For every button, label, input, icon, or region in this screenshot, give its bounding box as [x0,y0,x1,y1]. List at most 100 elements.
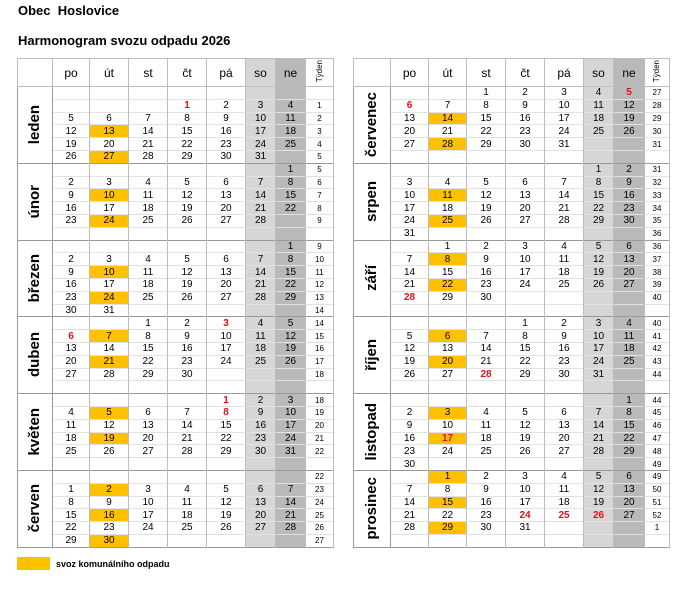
day-cell: 4 [275,98,306,113]
day-cell: 20 [89,137,129,151]
page-title: Harmonogram svozu odpadu 2026 [18,33,231,48]
day-cell: 19 [466,201,506,215]
day-cell: 25 [275,137,306,151]
week-row: 23 24 25 26 27 28 9 [18,213,334,228]
week-row: 9 10 11 12 13 14 15 11 [18,265,334,279]
week-number: 44 [644,393,670,407]
day-cell: 18 [428,201,467,215]
week-number: 46 [644,418,670,433]
empty-cell [390,149,429,164]
day-cell: 10 [390,188,429,202]
day-cell: 16 [167,341,207,356]
day-cell: 22 [275,277,306,292]
empty-cell [52,380,90,394]
week-number [305,86,334,100]
holiday-cell: 6 [390,98,429,113]
empty-cell [275,149,306,164]
header-row: po út st čt pá so ne Týden [17,58,334,87]
empty-cell [128,393,168,407]
week-number: 42 [644,341,670,356]
day-header: čt [505,58,545,87]
week-number: 26 [305,521,334,535]
empty-cell [89,162,129,177]
day-cell: 2 [390,405,429,420]
empty-cell [245,367,276,381]
week-row: srpen 1 2 31 [353,162,670,241]
day-cell: 2 [52,252,90,266]
week-number [305,226,334,241]
day-cell: 27 [206,290,246,305]
day-cell: 15 [128,341,168,356]
day-cell: 11 [128,188,168,202]
empty-cell [89,98,129,113]
day-cell: 23 [505,124,545,138]
week-row: 19 20 21 22 23 24 25 4 [18,137,334,151]
empty-cell [428,86,467,100]
week-number [644,533,670,548]
day-cell: 15 [275,265,306,279]
empty-cell [245,303,276,317]
day-cell: 30 [544,367,584,381]
week-number: 36 [644,239,670,253]
day-cell: 28 [583,444,614,458]
day-cell: 25 [128,213,168,228]
empty-cell [89,86,129,100]
week-row: 12 13 14 15 16 17 18 42 [354,341,670,356]
collection-day-cell: 29 [428,521,467,535]
day-cell: 24 [275,431,306,445]
day-cell: 31 [544,137,584,151]
day-cell: 12 [505,418,545,433]
day-cell: 3 [505,469,545,484]
month-label-listopad: listopad [353,393,391,471]
day-cell: 19 [390,354,429,369]
day-cell: 8 [505,329,545,343]
day-cell: 20 [390,124,429,138]
empty-cell [128,457,168,471]
collection-day-cell: 13 [89,124,129,138]
day-cell: 14 [544,188,584,202]
empty-cell [52,98,90,113]
day-cell: 4 [466,405,506,420]
week-row [354,380,670,394]
day-header: st [466,58,506,87]
day-cell: 8 [613,405,645,420]
empty-cell [390,86,429,100]
day-cell: 26 [466,213,506,228]
day-header: čt [167,58,207,87]
day-cell: 5 [167,175,207,189]
empty-cell [505,303,545,317]
day-cell: 26 [275,354,306,369]
day-cell: 21 [544,201,584,215]
week-number: 50 [644,482,670,496]
empty-cell [167,457,207,471]
day-cell: 23 [544,354,584,369]
month-name: prosinec [363,477,380,540]
empty-cell [544,303,584,317]
empty-cell [544,533,584,548]
day-cell: 14 [390,495,429,509]
week-row: duben 1 2 3 4 5 14 [17,316,334,395]
week-row: 23 24 25 26 27 28 29 13 [18,290,334,305]
day-cell: 29 [613,444,645,458]
day-cell: 15 [466,111,506,125]
week-number: 14 [305,303,334,317]
empty-cell [466,303,506,317]
day-cell: 2 [613,162,645,177]
day-cell: 13 [613,482,645,496]
day-cell: 16 [544,341,584,356]
week-row: říjen 1 2 3 4 40 [353,316,670,395]
empty-cell [245,239,276,253]
day-cell: 14 [128,124,168,138]
collection-day-cell: 7 [89,329,129,343]
day-cell: 29 [275,290,306,305]
day-cell: 9 [167,329,207,343]
day-cell: 5 [275,316,306,330]
week-number: 30 [644,124,670,138]
empty-cell [544,380,584,394]
month-label-únor: únor [17,162,53,241]
day-cell: 22 [466,124,506,138]
empty-cell [206,533,246,548]
empty-cell [390,162,429,177]
day-cell: 15 [275,188,306,202]
